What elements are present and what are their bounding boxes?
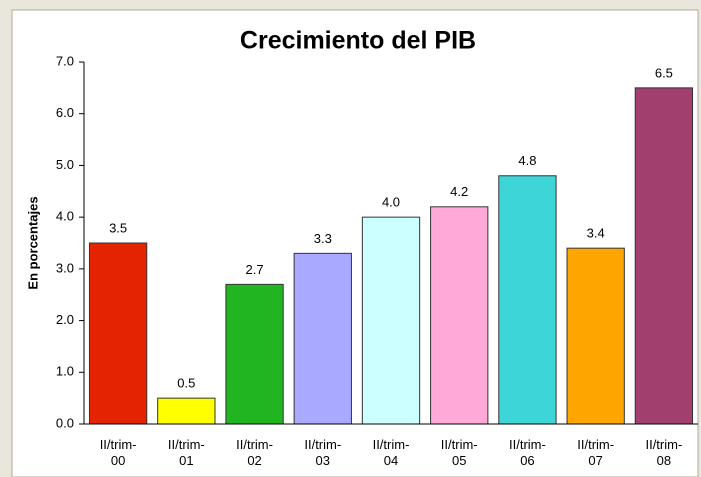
y-tick-label: 0.0 — [56, 415, 74, 430]
bar — [634, 87, 694, 425]
chart-title: Crecimiento del PIB — [240, 27, 476, 55]
bar — [361, 216, 421, 425]
x-tick-label: II/trim-05 — [441, 437, 478, 468]
x-tick-label: II/trim-03 — [304, 437, 341, 468]
bar — [293, 252, 352, 425]
y-tick-label: 6.0 — [56, 105, 74, 120]
x-tick-label: II/trim-06 — [509, 437, 546, 468]
x-tick-label: II/trim-08 — [645, 437, 682, 468]
bar — [498, 175, 557, 425]
y-tick-label: 7.0 — [56, 53, 74, 68]
x-tick-label: II/trim-04 — [373, 437, 410, 468]
data-label: 4.0 — [382, 195, 400, 210]
data-label: 0.5 — [177, 376, 195, 391]
x-tick-label: II/trim-02 — [236, 437, 273, 468]
data-label: 4.8 — [518, 153, 536, 168]
bar — [225, 283, 284, 425]
bar — [430, 206, 489, 425]
data-label: 3.4 — [587, 226, 605, 241]
y-tick-label: 3.0 — [56, 260, 74, 275]
data-label: 3.3 — [314, 231, 332, 246]
data-label: 6.5 — [655, 65, 673, 80]
y-tick-label: 1.0 — [56, 364, 74, 379]
data-label: 2.7 — [246, 262, 264, 277]
x-tick-label: II/trim-01 — [168, 437, 205, 468]
bar — [88, 242, 148, 425]
data-label: 4.2 — [450, 184, 468, 199]
y-tick-label: 5.0 — [56, 157, 74, 172]
data-label: 3.5 — [109, 220, 127, 235]
x-tick-label: II/trim-00 — [100, 437, 137, 468]
bar — [157, 397, 216, 425]
y-axis-label: En porcentajes — [25, 196, 40, 289]
y-tick-label: 2.0 — [56, 312, 74, 327]
x-tick-label: II/trim-07 — [577, 437, 614, 468]
bar — [566, 247, 625, 425]
y-tick-label: 4.0 — [56, 209, 74, 224]
